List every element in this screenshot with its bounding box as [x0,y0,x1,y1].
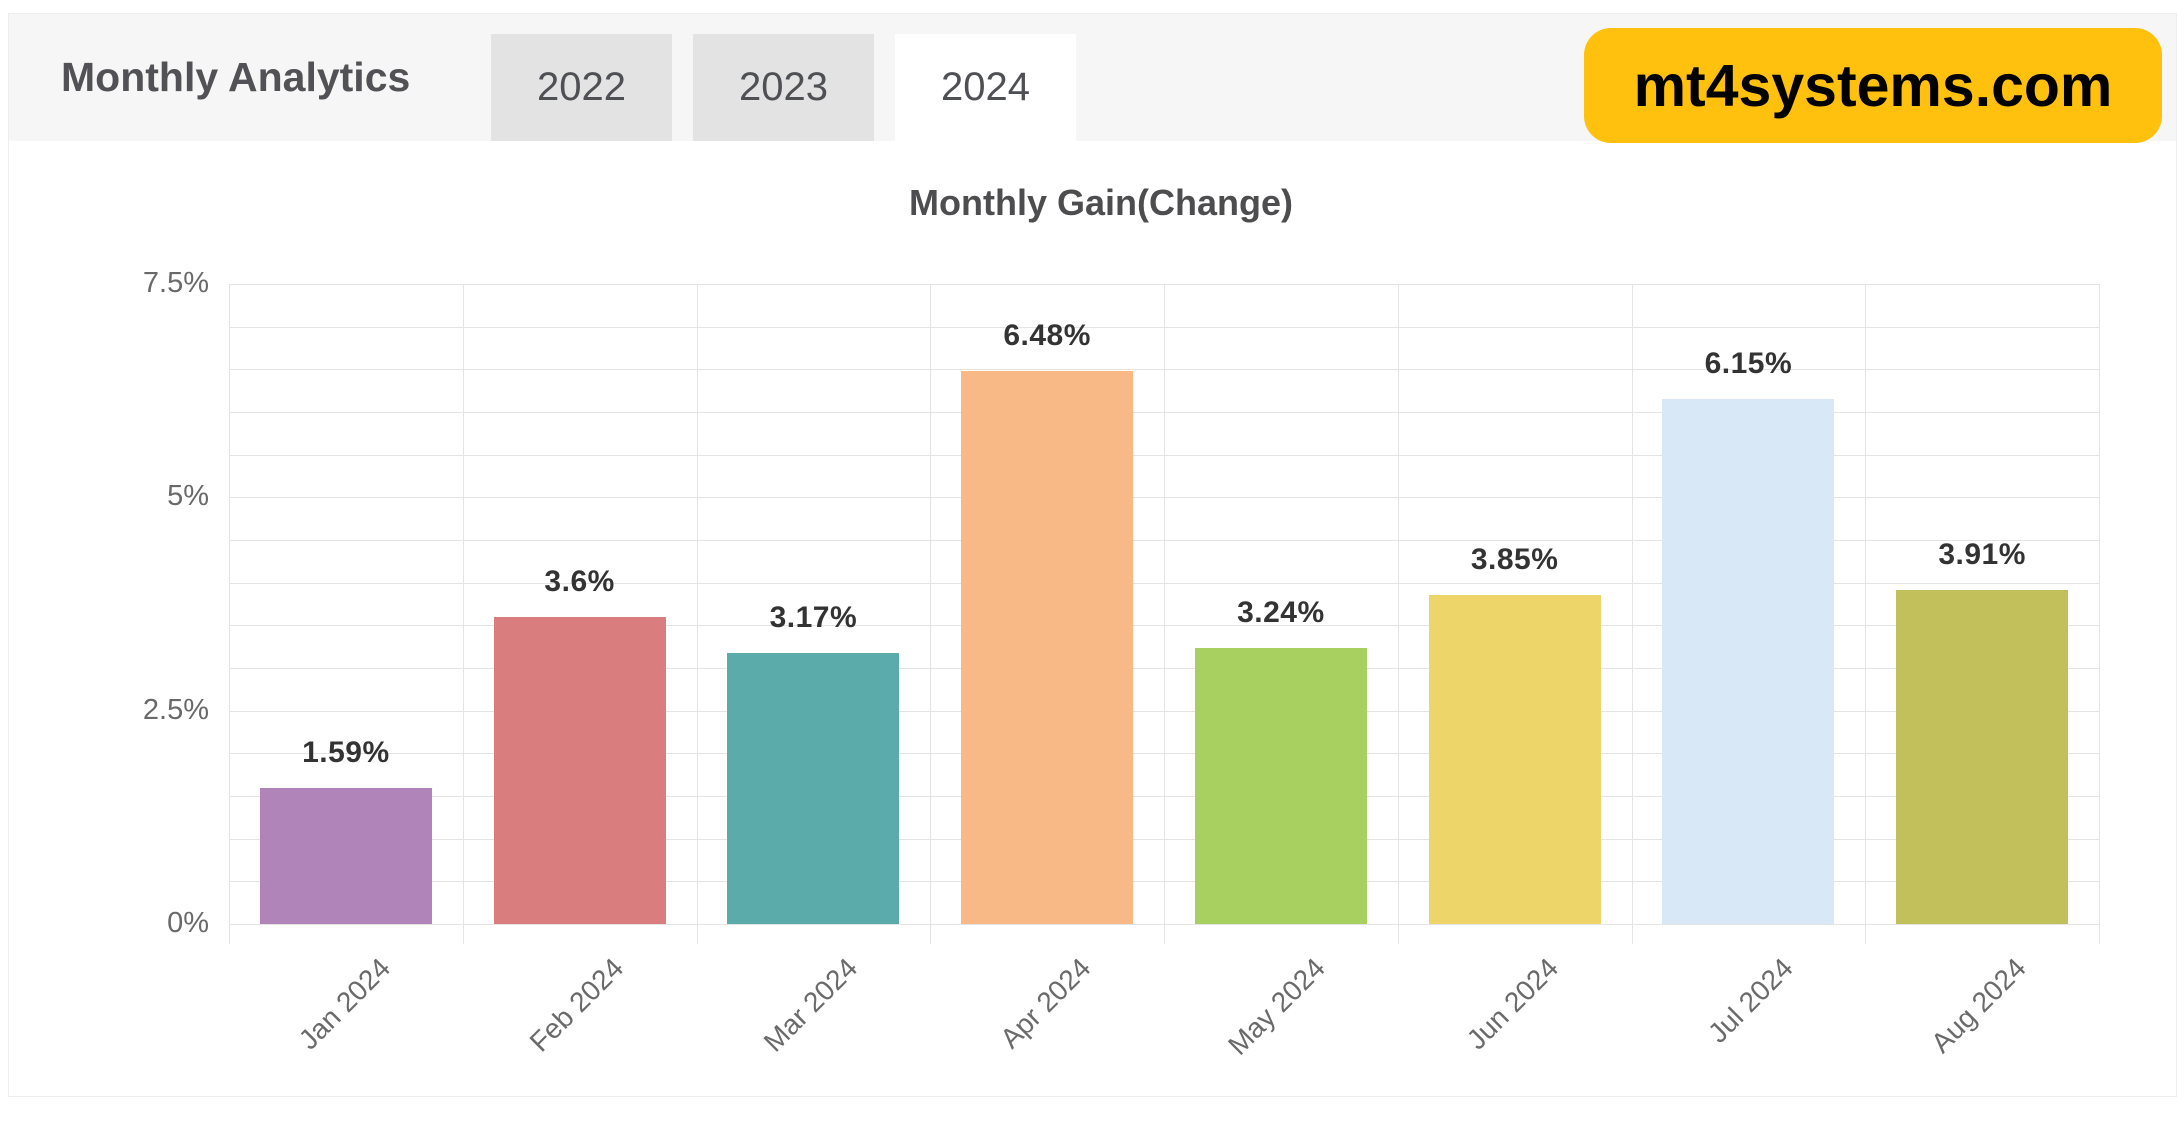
tab-2022[interactable]: 2022 [491,34,672,141]
x-tick-label: Feb 2024 [523,952,630,1058]
gridline-vertical [229,284,230,944]
page-title: Monthly Analytics [61,54,411,100]
gridline-vertical [462,284,464,944]
gridline-vertical [1631,284,1633,944]
chart-title: Monthly Gain(Change) [909,182,1293,223]
bar-value-label: 3.85% [1470,543,1559,577]
chart-bar-aug-2024[interactable] [1896,590,2069,924]
watermark-badge: mt4systems.com [1584,28,2162,143]
chart-bar-apr-2024[interactable] [961,371,1134,924]
x-tick-label: Apr 2024 [994,952,1098,1055]
x-tick-label: Jan 2024 [292,952,396,1056]
gridline-vertical [696,284,698,944]
x-tick-label: Jun 2024 [1461,952,1565,1056]
gridline-vertical [1164,284,1165,944]
bar-value-label: 6.15% [1704,347,1793,381]
bar-value-label: 3.17% [769,601,858,635]
chart-bar-feb-2024[interactable] [493,616,666,924]
bar-value-label: 1.59% [302,736,390,770]
chart-bar-may-2024[interactable] [1194,647,1367,924]
gridline-vertical [930,284,932,944]
bar-value-label: 3.24% [1237,595,1325,629]
gridline-vertical [1865,284,1867,944]
chart-bar-jan-2024[interactable] [259,788,432,924]
bar-value-label: 6.48% [1003,319,1091,353]
y-tick-label: 2.5% [142,693,209,726]
gridline-vertical [1397,284,1399,944]
year-tabs: 2022 2023 2024 [491,34,1076,141]
gridline-vertical [2099,284,2100,944]
chart-bar-jun-2024[interactable] [1428,595,1601,924]
plot-area: 0% 2.5% 5% 7.5% 1.59% Jan 2024 3.6% Feb 2024 3.1… [143,267,2100,1061]
bar-value-label: 3.6% [544,564,615,598]
y-tick-label: 7.5% [142,267,209,299]
tab-2024[interactable]: 2024 [894,34,1076,141]
x-tick-label: Aug 2024 [1925,952,2033,1059]
y-tick-label: 0% [167,907,209,939]
x-tick-label: May 2024 [1221,952,1331,1061]
bar-value-label: 3.91% [1938,538,2026,572]
chart-bar-mar-2024[interactable] [727,653,900,924]
tab-2023[interactable]: 2023 [692,34,874,141]
analytics-card: Monthly Analytics 2022 2023 2024 Monthly… [8,13,2177,1097]
chart-bar-jul-2024[interactable] [1662,399,1835,924]
x-tick-label: Mar 2024 [757,952,864,1058]
y-tick-label: 5% [167,480,209,513]
x-tick-label: Jul 2024 [1701,952,1799,1049]
